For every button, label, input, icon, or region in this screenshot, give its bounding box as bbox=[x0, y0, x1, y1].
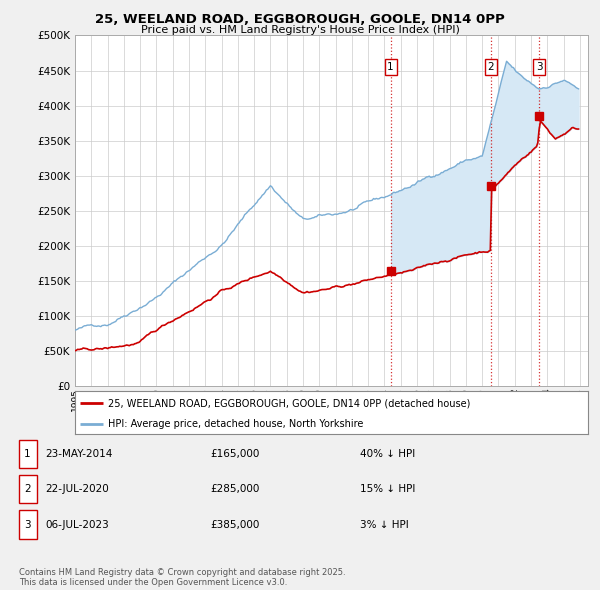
Text: 1: 1 bbox=[24, 449, 31, 458]
Text: £285,000: £285,000 bbox=[210, 484, 259, 494]
Text: HPI: Average price, detached house, North Yorkshire: HPI: Average price, detached house, Nort… bbox=[109, 419, 364, 430]
Text: 25, WEELAND ROAD, EGGBOROUGH, GOOLE, DN14 0PP: 25, WEELAND ROAD, EGGBOROUGH, GOOLE, DN1… bbox=[95, 13, 505, 26]
Text: 25, WEELAND ROAD, EGGBOROUGH, GOOLE, DN14 0PP (detached house): 25, WEELAND ROAD, EGGBOROUGH, GOOLE, DN1… bbox=[109, 398, 471, 408]
Text: 3: 3 bbox=[24, 520, 31, 529]
Text: Price paid vs. HM Land Registry's House Price Index (HPI): Price paid vs. HM Land Registry's House … bbox=[140, 25, 460, 35]
Text: 2: 2 bbox=[488, 62, 494, 72]
Text: 15% ↓ HPI: 15% ↓ HPI bbox=[360, 484, 415, 494]
Text: 23-MAY-2014: 23-MAY-2014 bbox=[45, 449, 112, 458]
Text: 2: 2 bbox=[24, 484, 31, 494]
Text: 40% ↓ HPI: 40% ↓ HPI bbox=[360, 449, 415, 458]
Text: £165,000: £165,000 bbox=[210, 449, 259, 458]
Text: 06-JUL-2023: 06-JUL-2023 bbox=[45, 520, 109, 529]
Text: Contains HM Land Registry data © Crown copyright and database right 2025.
This d: Contains HM Land Registry data © Crown c… bbox=[19, 568, 345, 587]
Text: 1: 1 bbox=[388, 62, 394, 72]
Text: 3: 3 bbox=[536, 62, 542, 72]
Text: 3% ↓ HPI: 3% ↓ HPI bbox=[360, 520, 409, 529]
Text: 22-JUL-2020: 22-JUL-2020 bbox=[45, 484, 109, 494]
Text: £385,000: £385,000 bbox=[210, 520, 259, 529]
